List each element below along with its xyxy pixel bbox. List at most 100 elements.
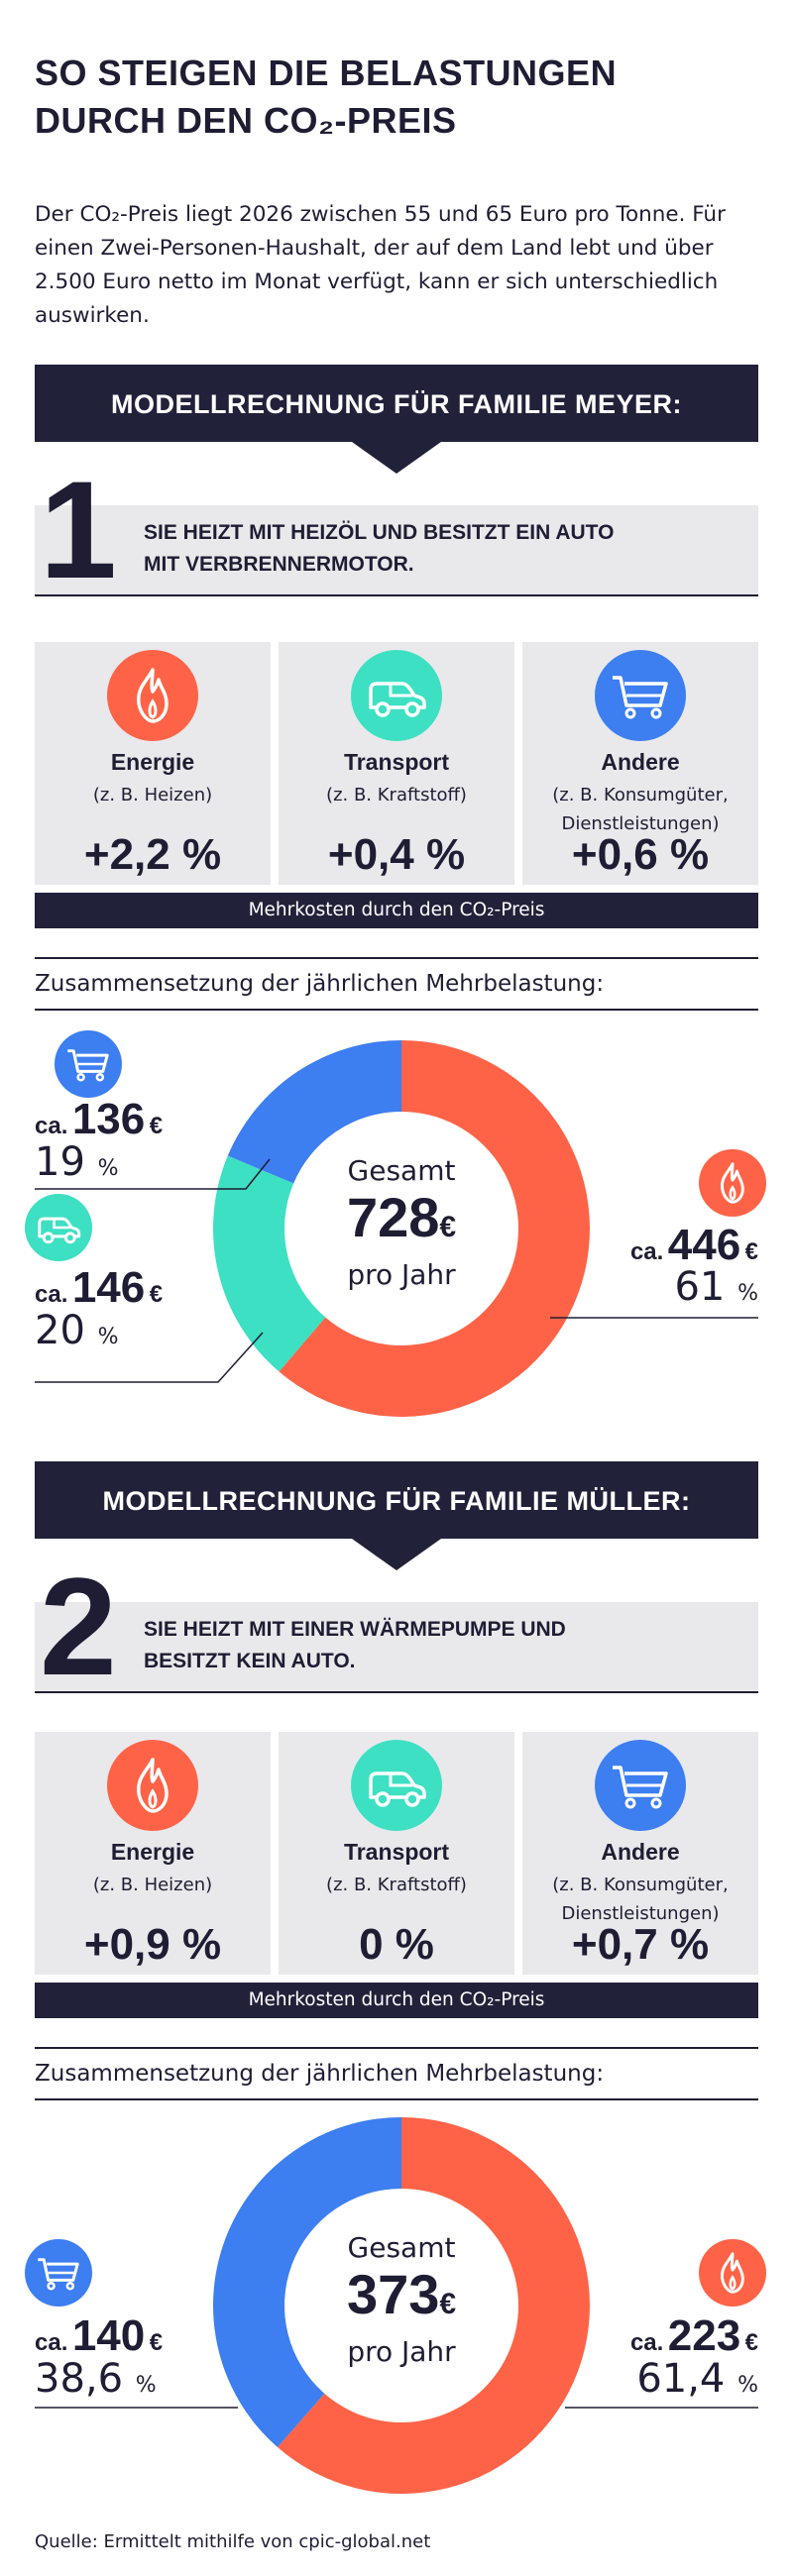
segment-amount-energie: ca. 446 € <box>630 1221 758 1270</box>
leader-lines-1 <box>35 1158 758 1383</box>
donut-slice-andere <box>213 2117 401 2448</box>
banner-title: MODELLRECHNUNG FÜR FAMILIE MEYER: <box>111 389 682 419</box>
amount: 223 <box>667 2311 741 2360</box>
card-name: Andere <box>601 1839 680 1865</box>
ca-label: ca. <box>629 2329 664 2356</box>
card-name: Transport <box>343 1839 450 1865</box>
scenario-number: 2 <box>40 1549 117 1704</box>
total-value: 728€ <box>302 1187 501 1258</box>
cost-bar: Mehrkosten durch den CO₂-Preis <box>35 1983 758 2018</box>
segment-amount-andere: ca. 140 € <box>35 2311 163 2361</box>
card-sub: (z. B. Konsumgüter, Dienstleistungen) <box>522 781 758 838</box>
total-amount: 373 <box>346 2263 440 2325</box>
car-icon <box>351 650 442 741</box>
cart-icon <box>25 2239 92 2307</box>
segment-amount-energie: ca. 223 € <box>630 2311 758 2361</box>
segment-amount-transport: ca. 146 € <box>35 1263 163 1313</box>
intro-text: Der CO₂-Preis liegt 2026 zwischen 55 und… <box>35 202 726 328</box>
scenario-number: 1 <box>40 452 117 607</box>
page-title: SO STEIGEN DIE BELASTUNGEN DURCH DEN CO₂… <box>35 50 758 145</box>
cart-icon <box>55 1030 122 1098</box>
car-icon <box>351 1740 442 1831</box>
card-sub-line-1: (z. B. Konsumgüter, <box>552 1875 729 1895</box>
card-sub-line-2: Dienstleistungen) <box>561 813 720 834</box>
card-value: +0,4 % <box>327 830 466 879</box>
cart-icon <box>595 650 686 741</box>
total-label-bottom: pro Jahr <box>347 2335 456 2368</box>
segment-percent-transport: 20 % <box>35 1308 119 1353</box>
flame-icon <box>107 1740 198 1831</box>
donut-slice-andere <box>227 1040 401 1184</box>
card-sub: (z. B. Kraftstoff) <box>279 1871 514 1899</box>
card-sub-line-1: (z. B. Kraftstoff) <box>326 785 467 805</box>
total-label-top: Gesamt <box>347 1154 456 1187</box>
title-line-2: DURCH DEN CO₂-PREIS <box>35 100 457 141</box>
card-energie: Energie (z. B. Heizen) +2,2 % <box>35 642 271 885</box>
banner-shape <box>35 1461 758 1570</box>
ca-label: ca. <box>629 1238 664 1265</box>
scenario-line-2: MIT VERBRENNERMOTOR. <box>144 553 414 576</box>
card-value: +0,7 % <box>571 1920 710 1969</box>
card-sub-line-2: Dienstleistungen) <box>561 1903 720 1924</box>
segment-percent-andere: 19 % <box>35 1139 119 1185</box>
card-sub-line-1: (z. B. Heizen) <box>92 1875 213 1895</box>
card-sub: (z. B. Heizen) <box>35 781 271 809</box>
scenario-text: SIE HEIZT MIT EINER WÄRMEPUMPE UND BESIT… <box>144 1614 738 1677</box>
amount: 446 <box>667 1221 741 1269</box>
currency: € <box>149 2329 164 2356</box>
ca-label: ca. <box>35 2329 68 2356</box>
scenario-text: SIE HEIZT MIT HEIZÖL UND BESITZT EIN AUT… <box>144 517 738 581</box>
card-andere: Andere (z. B. Konsumgüter, Dienstleistung… <box>522 1732 758 1975</box>
flame-icon <box>699 1149 766 1217</box>
cost-bar: Mehrkosten durch den CO₂-Preis <box>35 893 758 928</box>
card-value: 0 % <box>359 1920 434 1969</box>
title-line-1: SO STEIGEN DIE BELASTUNGEN <box>35 53 618 93</box>
currency: € <box>149 1113 164 1139</box>
leader-lines-2 <box>35 2407 758 2409</box>
divider <box>35 957 758 959</box>
donut-1-center: Gesamt 728€ pro Jahr <box>302 1154 501 1291</box>
total-currency: € <box>439 2288 457 2320</box>
total-label-top: Gesamt <box>347 2231 456 2264</box>
segment-percent-andere: 38,6 % <box>35 2356 157 2402</box>
source-note: Quelle: Ermittelt mithilfe von cpic-glob… <box>35 2531 431 2552</box>
car-icon <box>25 1194 92 1261</box>
segment-amount-andere: ca. 136 € <box>35 1095 163 1144</box>
card-energie: Energie (z. B. Heizen) +0,9 % <box>35 1732 271 1975</box>
ca-label: ca. <box>35 1113 68 1139</box>
donut-slice-energie <box>277 2117 590 2494</box>
percent: 20 <box>35 1308 85 1353</box>
card-name: Energie <box>110 749 195 775</box>
composition-label: Zusammensetzung der jährlichen Mehrbelas… <box>35 2061 605 2087</box>
composition-label: Zusammensetzung der jährlichen Mehrbelas… <box>35 971 605 997</box>
amount: 140 <box>71 2311 146 2360</box>
family-1-banner: MODELLRECHNUNG FÜR FAMILIE MEYER: <box>35 365 758 474</box>
card-sub-line-1: (z. B. Kraftstoff) <box>326 1875 467 1895</box>
percent-sign: % <box>135 2373 157 2398</box>
card-name: Energie <box>110 1839 195 1865</box>
card-name: Andere <box>601 749 680 775</box>
total-currency: € <box>439 1211 457 1243</box>
family-2-banner: MODELLRECHNUNG FÜR FAMILIE MÜLLER: <box>35 1461 758 1570</box>
currency: € <box>744 1238 758 1265</box>
card-transport: Transport (z. B. Kraftstoff) +0,4 % <box>279 642 514 885</box>
card-sub: (z. B. Kraftstoff) <box>279 781 514 809</box>
scenario-line-1: SIE HEIZT MIT EINER WÄRMEPUMPE UND <box>144 1618 566 1641</box>
donut-2-center: Gesamt 373€ pro Jahr <box>302 2231 501 2368</box>
banner-title: MODELLRECHNUNG FÜR FAMILIE MÜLLER: <box>102 1486 691 1516</box>
percent: 38,6 <box>35 2356 124 2402</box>
card-value: +0,9 % <box>83 1920 222 1969</box>
card-value: +2,2 % <box>83 830 222 879</box>
divider <box>35 1009 758 1011</box>
segment-percent-energie: 61,4 % <box>636 2356 758 2402</box>
cart-icon <box>595 1740 686 1831</box>
segment-percent-energie: 61 % <box>674 1264 758 1310</box>
scenario-line-2: BESITZT KEIN AUTO. <box>144 1650 356 1672</box>
flame-icon <box>699 2239 766 2307</box>
card-sub: (z. B. Konsumgüter, Dienstleistungen) <box>522 1871 758 1928</box>
percent-sign: % <box>97 1325 119 1349</box>
card-name: Transport <box>343 749 450 775</box>
card-andere: Andere (z. B. Konsumgüter, Dienstleistung… <box>522 642 758 885</box>
card-sub-line-1: (z. B. Konsumgüter, <box>552 785 729 805</box>
percent: 61 <box>674 1264 726 1310</box>
